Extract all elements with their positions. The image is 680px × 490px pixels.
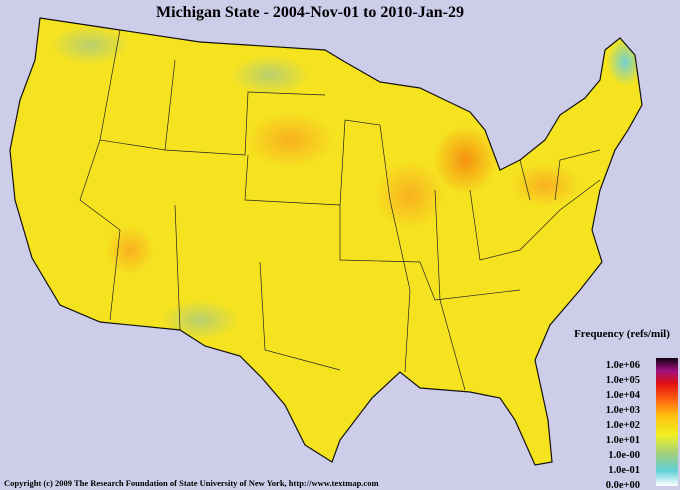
legend-label: 1.0e-01 [608,465,640,476]
legend-label: 1.0e+05 [606,375,640,386]
legend-label: 0.0e+00 [606,480,640,490]
colorbar [656,358,678,486]
legend-label: 1.0e+04 [606,390,641,401]
legend-label: 1.0e+06 [606,360,640,371]
copyright: Copyright (c) 2009 The Research Foundati… [4,478,379,488]
legend-labels: 1.0e+06 1.0e+05 1.0e+04 1.0e+03 1.0e+02 1.0e+… [606,360,641,490]
legend-title: Frequency (refs/mil) [574,328,670,340]
legend-label: 1.0e-00 [608,450,640,461]
title: Michigan State - 2004-Nov-01 to 2010-Jan… [156,4,464,21]
legend-label: 1.0e+02 [606,420,640,431]
legend-label: 1.0e+03 [606,405,640,416]
legend-label: 1.0e+01 [606,435,640,446]
